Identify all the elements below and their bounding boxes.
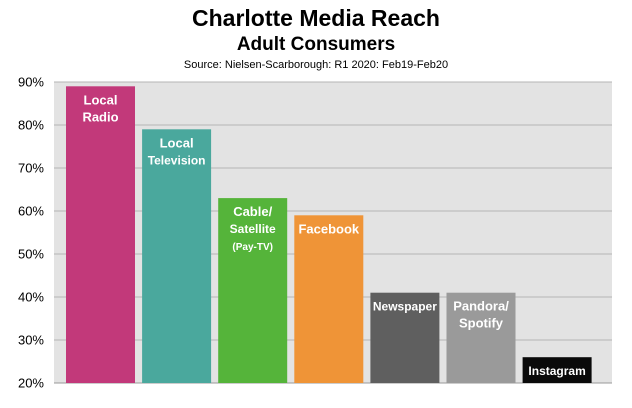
bar-label: Instagram <box>528 364 585 378</box>
y-axis: 20% 30% 40% 50% 60% 70% 80% 90% <box>18 75 44 391</box>
bar-label: Satellite <box>230 222 276 236</box>
chart-title: Charlotte Media Reach <box>192 5 440 31</box>
y-tick-label: 50% <box>18 247 44 262</box>
bar-label: Television <box>148 153 206 167</box>
bar-label: Spotify <box>459 316 504 331</box>
bar-newspaper <box>370 292 440 383</box>
y-tick-label: 90% <box>18 75 44 90</box>
y-tick-label: 30% <box>18 333 44 348</box>
bar-pandora-spotify <box>446 292 516 383</box>
bar-label: Local <box>84 92 118 107</box>
chart-subtitle: Adult Consumers <box>236 34 396 55</box>
bar-local-radio <box>66 86 135 384</box>
bar-label: Cable/ <box>233 204 272 219</box>
bar-facebook <box>294 215 364 383</box>
bar-label: Radio <box>82 109 118 124</box>
bar-labels: Local Radio Local Television Cable/Satellite… <box>82 92 585 378</box>
y-tick-label: 20% <box>18 376 44 391</box>
bars <box>66 86 592 384</box>
y-tick-label: 70% <box>18 161 44 176</box>
bar-label: Pandora/ <box>453 299 509 314</box>
y-tick-label: 80% <box>18 118 44 133</box>
bar-label: Facebook <box>298 221 359 236</box>
bar-cable-satellite-pay-tv <box>218 198 288 383</box>
y-tick-label: 40% <box>18 290 44 305</box>
chart-source: Source: Nielsen-Scarborough: R1 2020: Fe… <box>183 59 449 71</box>
y-tick-label: 60% <box>18 204 44 219</box>
bar-label: (Pay-TV) <box>232 242 273 253</box>
bar-local-television <box>142 129 212 383</box>
bar-instagram <box>522 357 592 383</box>
bar-label: Local <box>160 135 194 150</box>
bar-label: Newspaper <box>373 300 437 314</box>
